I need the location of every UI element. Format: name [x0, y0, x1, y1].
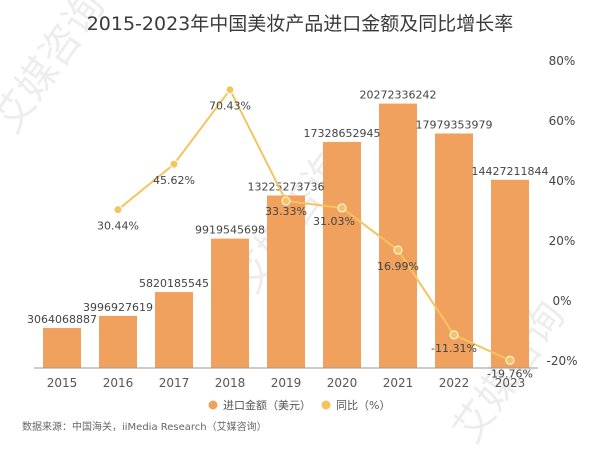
- source-text: 数据来源：中国海关，iiMedia Research（艾媒咨询）: [22, 420, 267, 433]
- growth-label-2020: 31.03%: [313, 215, 355, 228]
- y-right-tick-2: 20%: [549, 234, 576, 248]
- legend-marker-growth: [321, 400, 331, 410]
- growth-label-2016: 30.44%: [97, 220, 139, 233]
- bar-2019: [267, 195, 305, 368]
- bar-2023: [491, 179, 529, 368]
- bar-label-2017: 5820185545: [139, 277, 209, 290]
- line-labels: 30.44% 45.62% 70.43% 33.33% 31.03% 16.99% -11.…: [97, 100, 533, 381]
- bar-2018: [211, 238, 249, 368]
- growth-point-2016: [113, 205, 123, 215]
- bar-label-2020: 17328652945: [304, 127, 381, 140]
- bar-2020: [323, 141, 361, 368]
- bar-2022: [435, 133, 473, 368]
- legend: 进口金额（美元） 同比（%）: [208, 398, 390, 412]
- line-series: [113, 85, 515, 365]
- growth-label-2019: 33.33%: [265, 205, 307, 218]
- x-tick-2016: 2016: [103, 376, 134, 390]
- growth-point-2018: [225, 85, 235, 95]
- bar-label-2019: 13225273736: [248, 180, 325, 193]
- y-right-tick-5: 80%: [549, 54, 576, 68]
- y-right-tick-1: 0%: [552, 294, 571, 308]
- growth-label-2022: -11.31%: [431, 342, 477, 355]
- growth-point-2023: [505, 355, 515, 365]
- x-tick-2022: 2022: [439, 376, 470, 390]
- bar-series: [43, 103, 529, 369]
- y-right-tick-3: 40%: [549, 174, 576, 188]
- bar-label-2022: 17979353979: [416, 118, 493, 131]
- bar-2016: [99, 315, 137, 368]
- bar-label-2016: 3996927619: [83, 301, 153, 314]
- bar-label-2021: 20272336242: [360, 89, 437, 102]
- growth-label-2021: 16.99%: [377, 260, 419, 273]
- y-right-tick-4: 60%: [549, 114, 576, 128]
- x-tick-2017: 2017: [159, 376, 190, 390]
- growth-point-2020: [337, 203, 347, 213]
- x-tick-2015: 2015: [47, 376, 78, 390]
- x-tick-2023: 2023: [495, 376, 526, 390]
- y-right-tick-0: -20%: [546, 354, 577, 368]
- y-right-axis-ticks: -20% 0% 20% 40% 60% 80%: [546, 54, 577, 368]
- legend-label-amount: 进口金额（美元）: [223, 398, 311, 412]
- x-tick-2021: 2021: [383, 376, 414, 390]
- bar-2021: [379, 103, 417, 369]
- growth-label-2023: -19.76%: [487, 367, 533, 380]
- x-axis-ticks: 2015 2016 2017 2018 2019 2020 2021 2022 2023: [47, 376, 526, 390]
- x-tick-2018: 2018: [215, 376, 246, 390]
- chart-title: 2015-2023年中国美妆产品进口金额及同比增长率: [87, 13, 514, 35]
- x-tick-2020: 2020: [327, 376, 358, 390]
- legend-marker-amount: [208, 400, 218, 410]
- growth-point-2021: [393, 245, 403, 255]
- bar-label-2023: 14427211844: [472, 165, 549, 178]
- bar-2015: [43, 328, 81, 368]
- bar-label-2015: 3064068887: [27, 313, 97, 326]
- legend-label-growth: 同比（%）: [336, 399, 390, 412]
- watermark-text: 艾媒咨询: [0, 0, 114, 141]
- growth-label-2017: 45.62%: [153, 174, 195, 187]
- growth-line: [117, 87, 511, 362]
- growth-point-2022: [449, 330, 459, 340]
- bar-label-2018: 9919545698: [195, 224, 265, 237]
- bar-2017: [155, 292, 193, 368]
- growth-point-2017: [169, 159, 179, 169]
- x-tick-2019: 2019: [271, 376, 302, 390]
- growth-point-2019: [281, 196, 291, 206]
- growth-label-2018: 70.43%: [209, 100, 251, 113]
